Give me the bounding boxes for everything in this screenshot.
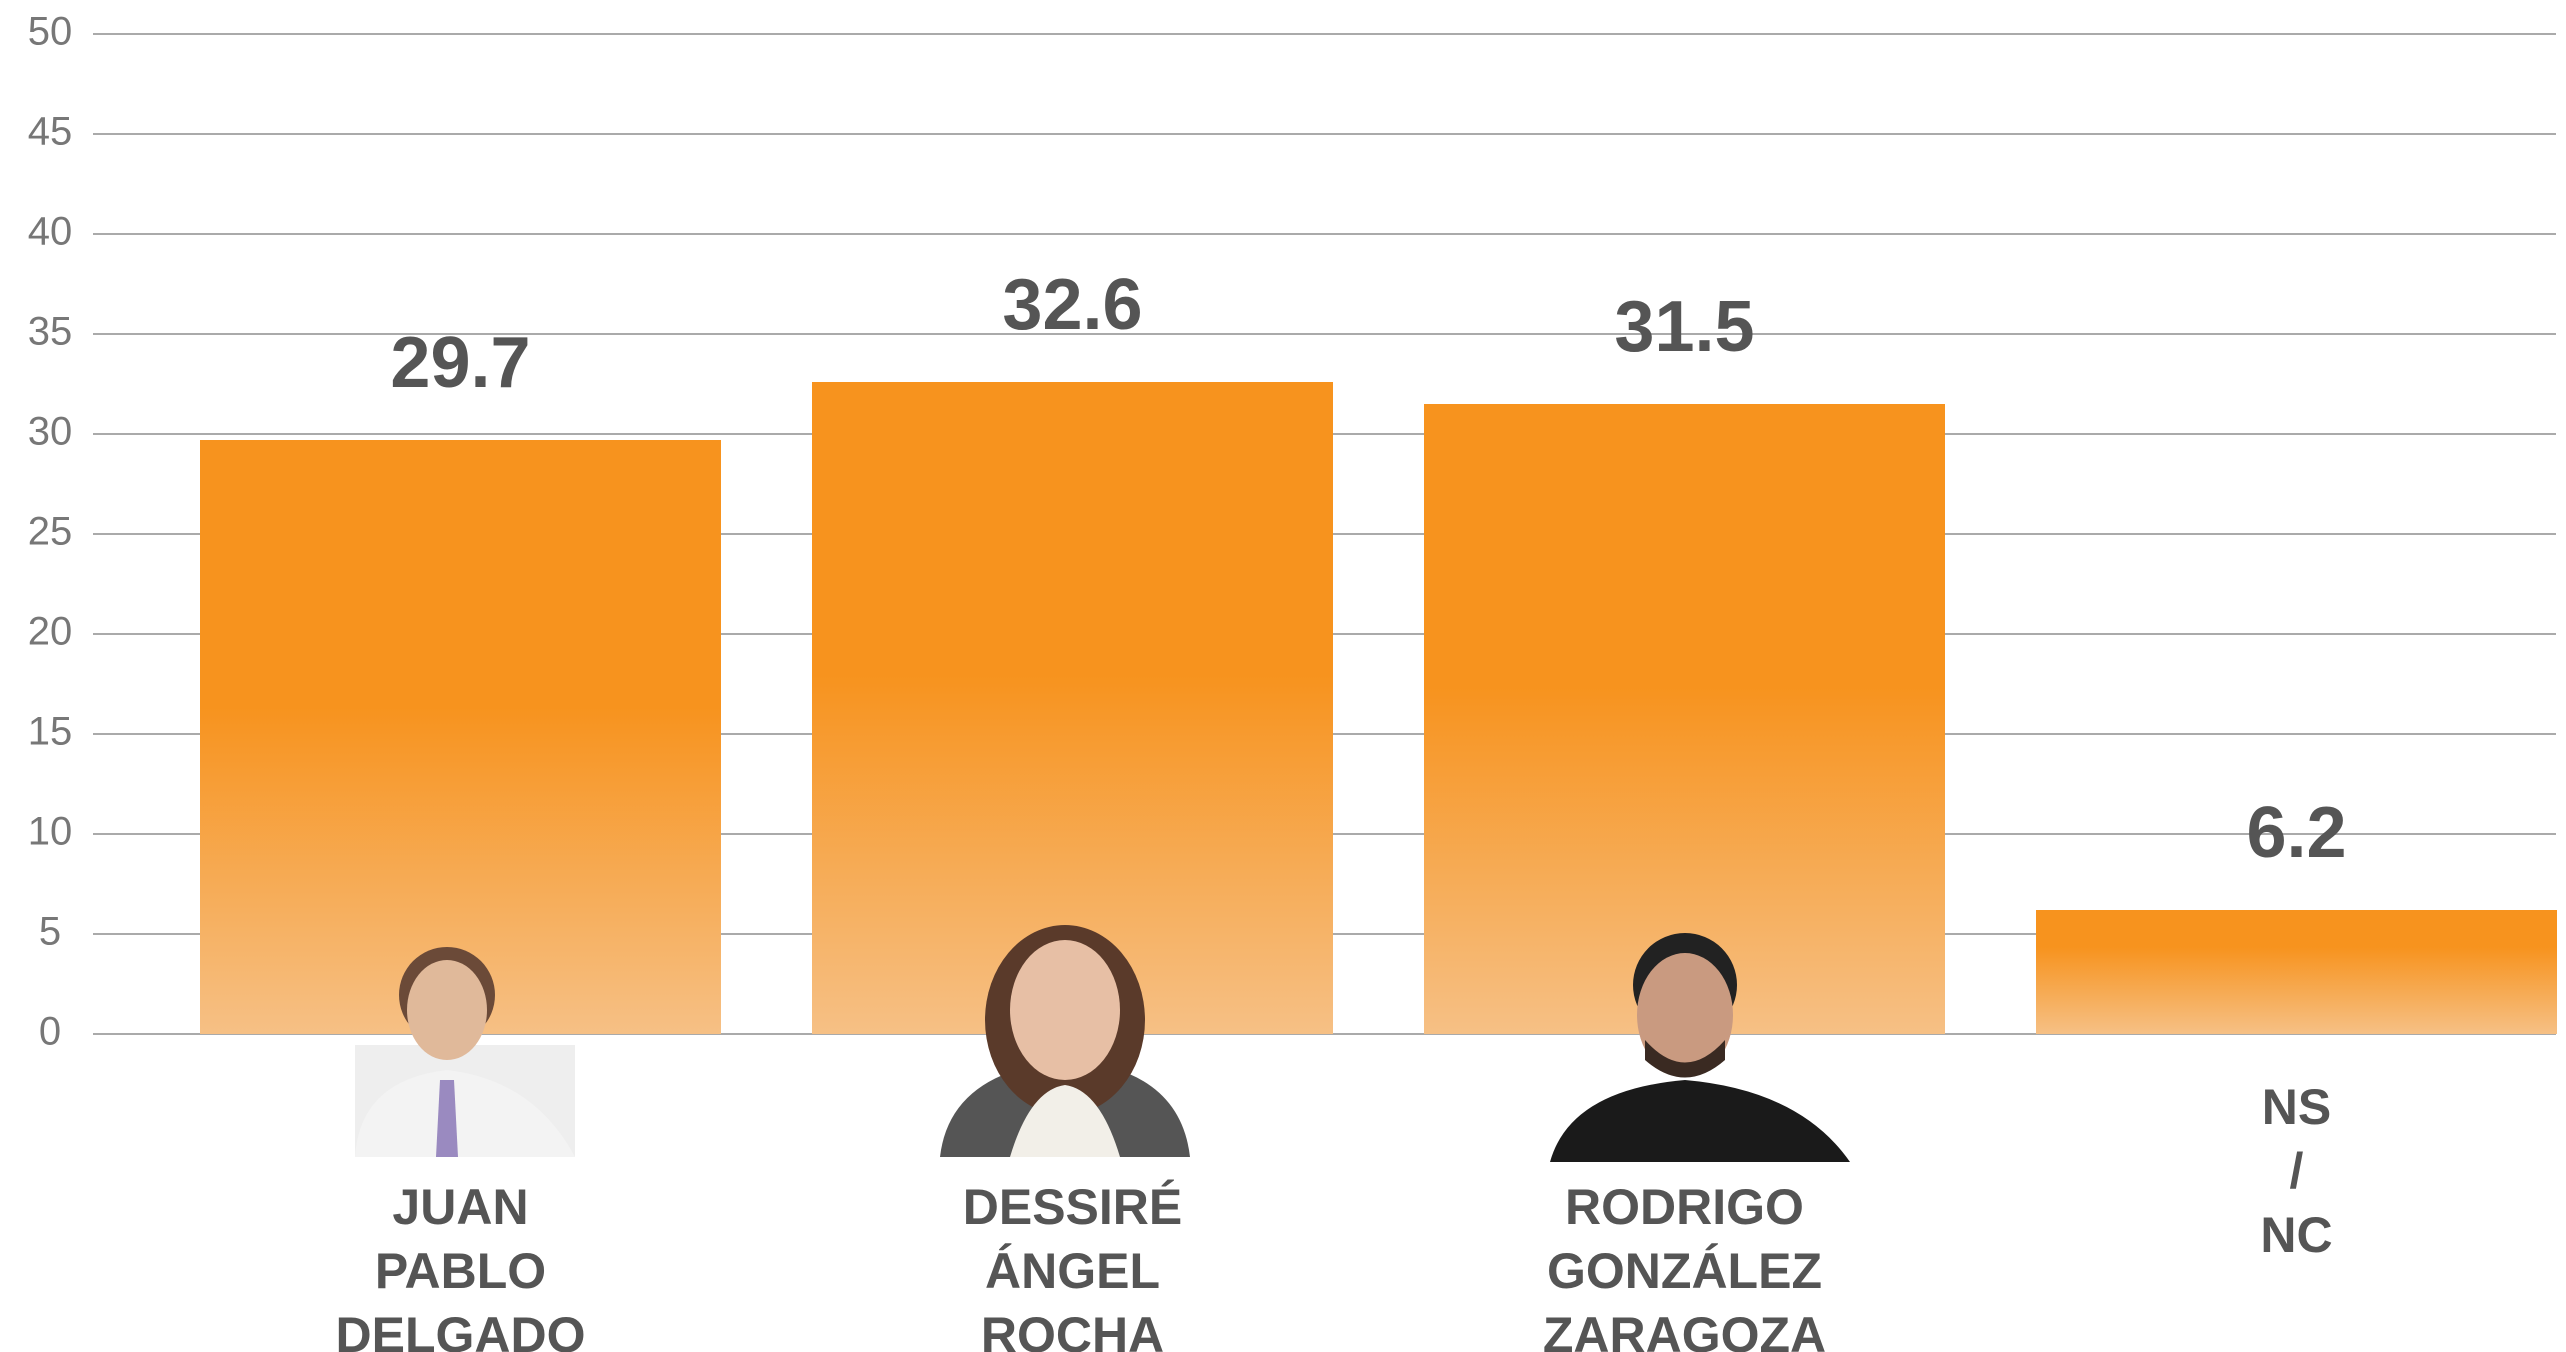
bar [2036, 910, 2557, 1034]
bar [1424, 404, 1945, 1034]
category-label: DESSIRÉ ÁNGEL ROCHA [962, 1179, 1183, 1352]
y-tick-label: 35 [28, 310, 73, 354]
value-label: 32.6 [1002, 265, 1142, 345]
y-tick-label: 5 [39, 910, 61, 954]
y-tick-label: 0 [39, 1010, 61, 1054]
category-label: JUAN PABLO DELGADO [335, 1179, 586, 1352]
y-tick-label: 45 [28, 110, 73, 154]
photo [1550, 933, 1850, 1162]
category-label: RODRIGO GONZÁLEZ ZARAGOZA [1542, 1179, 1827, 1352]
photo [940, 925, 1190, 1157]
bar [812, 382, 1333, 1034]
y-tick-label: 20 [28, 610, 73, 654]
y-tick-label: 15 [28, 710, 73, 754]
category-label: NS / NC [2260, 1079, 2333, 1263]
value-label: 31.5 [1614, 287, 1754, 367]
y-tick-label: 40 [28, 210, 73, 254]
value-label: 6.2 [2246, 793, 2346, 873]
y-tick-label: 25 [28, 510, 73, 554]
y-tick-label: 30 [28, 410, 73, 454]
bar [200, 440, 721, 1034]
y-tick-label: 10 [28, 810, 73, 854]
photo [355, 947, 575, 1157]
y-tick-label: 50 [28, 10, 73, 54]
value-label: 29.7 [390, 323, 530, 403]
